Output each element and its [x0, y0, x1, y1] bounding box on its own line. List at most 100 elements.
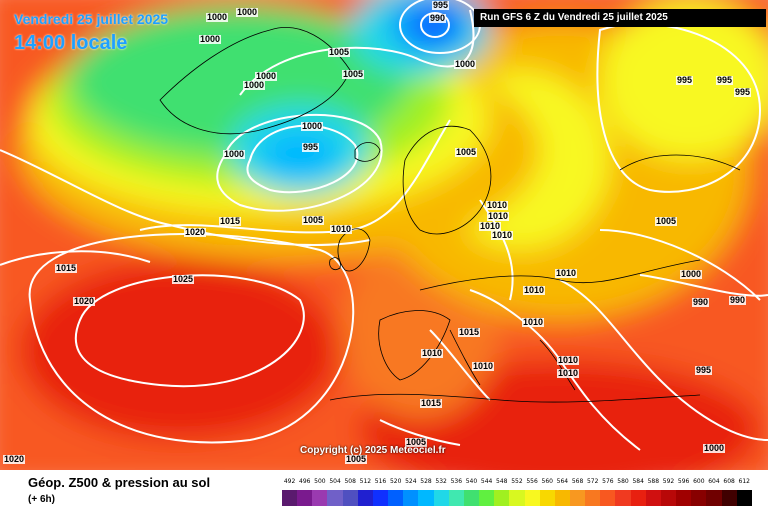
isobar-label: 1025 [172, 274, 195, 284]
scale-swatch [600, 490, 616, 506]
geopotential-map [0, 0, 768, 470]
isobar-label: 1005 [328, 47, 351, 57]
scale-label: 504 [329, 478, 341, 485]
scale-swatch [585, 490, 601, 506]
scale-step: 568 [569, 478, 586, 506]
isobar-label: 1010 [487, 211, 510, 221]
isobar-label: 1020 [184, 227, 207, 237]
scale-swatch [615, 490, 631, 506]
scale-label: 512 [359, 478, 372, 485]
scale-step: 524 [403, 478, 419, 506]
legend-title: Géop. Z500 & pression au sol [28, 475, 211, 490]
scale-label: 500 [314, 478, 326, 485]
scale-step: 512 [357, 478, 373, 506]
scale-swatch [479, 490, 495, 506]
scale-label: 492 [283, 478, 296, 485]
scale-label: 576 [602, 478, 614, 485]
scale-label: 532 [435, 478, 447, 485]
legend-subtitle: (+ 6h) [28, 494, 55, 505]
scale-step: 572 [585, 478, 601, 506]
scale-swatch [403, 490, 419, 506]
scale-swatch [676, 490, 692, 506]
scale-label: 496 [299, 478, 311, 485]
scale-step: 492 [282, 478, 298, 506]
scale-label: 516 [374, 478, 387, 485]
scale-swatch [282, 490, 298, 506]
isobar-label: 1020 [73, 296, 96, 306]
isobar-label: 990 [429, 13, 447, 23]
scale-label: 560 [541, 478, 553, 485]
scale-step: 592 [660, 478, 677, 506]
scale-step: 608 [721, 478, 737, 506]
isobar-label: 995 [432, 0, 450, 10]
isobar-label: 1010 [330, 224, 353, 234]
scale-label: 580 [617, 478, 629, 485]
scale-label: 528 [420, 478, 432, 485]
isobar-label: 1000 [199, 34, 222, 44]
scale-step: 580 [615, 478, 631, 506]
scale-step: 584 [630, 478, 646, 506]
scale-step: 500 [312, 478, 328, 506]
scale-swatch [509, 490, 525, 506]
scale-swatch [342, 490, 358, 506]
scale-label: 600 [693, 478, 705, 485]
isobar-label: 1005 [405, 437, 428, 447]
scale-label: 564 [556, 478, 569, 485]
scale-swatch [327, 490, 343, 506]
scale-label: 552 [511, 478, 523, 485]
isobar-label: 1010 [472, 361, 495, 371]
isobar-label: 1000 [206, 12, 229, 22]
isobar-label: 1005 [345, 454, 368, 464]
scale-swatch [569, 490, 586, 506]
scale-step: 600 [691, 478, 707, 506]
scale-swatch [630, 490, 646, 506]
scale-label: 592 [662, 478, 675, 485]
scale-label: 568 [571, 478, 584, 485]
isobar-label: 1010 [557, 355, 580, 365]
isobar-label: 1005 [342, 69, 365, 79]
scale-swatch [312, 490, 328, 506]
scale-swatch [388, 490, 404, 506]
scale-swatch [660, 490, 677, 506]
scale-label: 536 [450, 478, 463, 485]
scale-step: 556 [524, 478, 540, 506]
scale-label: 612 [738, 478, 750, 485]
isobar-label: 1010 [421, 348, 444, 358]
isobar-label: 1015 [55, 263, 78, 273]
scale-swatch [433, 490, 449, 506]
isobar-label: 1010 [491, 230, 514, 240]
coastlines [159, 27, 741, 403]
scale-label: 540 [465, 478, 478, 485]
scale-swatch [539, 490, 555, 506]
isobar-label: 1005 [655, 216, 678, 226]
isobar-label: 1000 [223, 149, 246, 159]
scale-step: 596 [676, 478, 692, 506]
isobar-label: 1000 [243, 80, 266, 90]
scale-label: 524 [405, 478, 417, 485]
isobar-label: 1010 [522, 317, 545, 327]
scale-step: 520 [388, 478, 404, 506]
scale-step: 564 [554, 478, 570, 506]
scale-step: 540 [463, 478, 480, 506]
isobar-label: 1000 [703, 443, 726, 453]
isobar-label: 1000 [680, 269, 703, 279]
isobar-label: 1005 [455, 147, 478, 157]
isobar-label: 1015 [219, 216, 242, 226]
scale-step: 544 [479, 478, 495, 506]
isobar-label: 1000 [255, 71, 278, 81]
model-run-label: Run GFS 6 Z du Vendredi 25 juillet 2025 [474, 9, 766, 27]
scale-step: 536 [448, 478, 464, 506]
scale-swatch [554, 490, 570, 506]
scale-step: 496 [297, 478, 313, 506]
isobar-label: 995 [695, 365, 713, 375]
isobar-label: 1000 [236, 7, 259, 17]
scale-swatch [357, 490, 373, 506]
isobar-label: 1000 [301, 121, 324, 131]
isobar-label: 1015 [420, 398, 443, 408]
scale-label: 544 [480, 478, 493, 485]
scale-step: 612 [736, 478, 752, 506]
scale-label: 604 [708, 478, 720, 485]
isobar-label: 1010 [486, 200, 509, 210]
forecast-date: Vendredi 25 juillet 2025 [14, 11, 169, 27]
scale-swatch [297, 490, 313, 506]
